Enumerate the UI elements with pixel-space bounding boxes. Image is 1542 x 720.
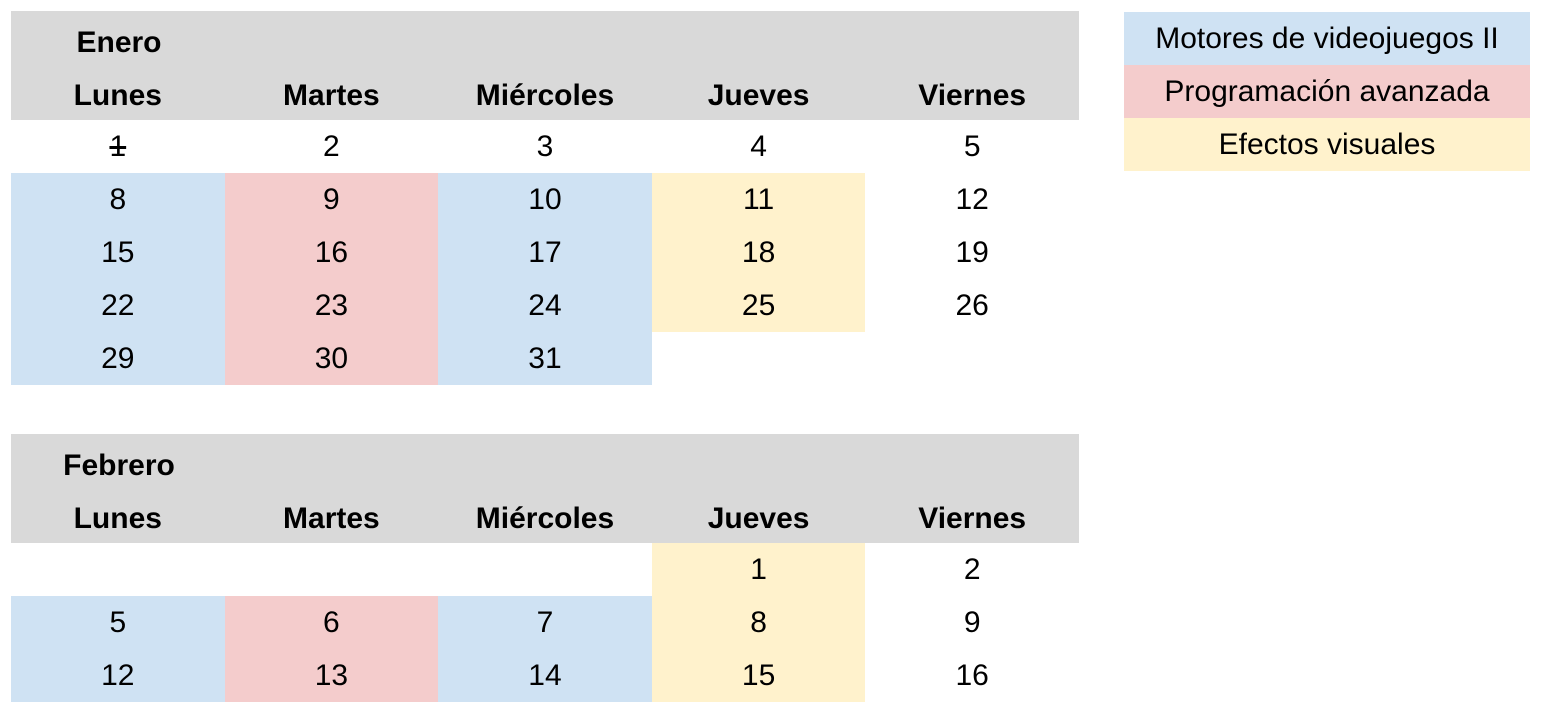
day-cell: 1 xyxy=(651,543,866,596)
weekday-tuesday: Martes xyxy=(283,79,380,112)
day-cell: 9 xyxy=(963,606,981,639)
weekday-wednesday: Miércoles xyxy=(475,502,615,535)
legend-item-efectos: Efectos visuales xyxy=(1124,118,1530,171)
day-cell xyxy=(652,332,866,385)
day-cell: 14 xyxy=(438,649,652,702)
week-row: 22 23 24 25 26 xyxy=(11,279,1079,332)
day-cell: 8 xyxy=(11,173,225,226)
day-cell: 15 xyxy=(11,226,225,279)
weekday-thursday: Jueves xyxy=(707,502,810,535)
day-cell: 10 xyxy=(438,173,652,226)
day-cell xyxy=(865,332,1079,385)
weekday-header-row: Lunes Martes Miércoles Jueves Viernes xyxy=(11,74,1079,118)
day-cell: 23 xyxy=(224,279,439,332)
day-cell: 25 xyxy=(651,279,866,332)
day-cell: 31 xyxy=(438,332,652,385)
weekday-tuesday: Martes xyxy=(283,502,380,535)
weekday-friday: Viernes xyxy=(918,502,1027,535)
calendar-january: Enero Lunes Martes Miércoles Jueves Vier… xyxy=(11,11,1079,385)
day-cell: 26 xyxy=(955,289,989,322)
weekday-header-row: Lunes Martes Miércoles Jueves Viernes xyxy=(11,497,1079,541)
day-cell: 11 xyxy=(651,173,866,226)
subject-legend: Motores de videojuegos II Programación a… xyxy=(1124,12,1530,171)
week-row: 1 2 xyxy=(11,543,1079,596)
day-cell: 15 xyxy=(651,649,866,702)
weekday-thursday: Jueves xyxy=(707,79,810,112)
day-cell: 5 xyxy=(11,596,225,649)
week-row: 12 13 14 15 16 xyxy=(11,649,1079,702)
week-row: 5 6 7 8 9 xyxy=(11,596,1079,649)
day-cell: 16 xyxy=(224,226,439,279)
day-cell: 12 xyxy=(11,649,225,702)
day-cell xyxy=(438,543,652,596)
day-cell: 8 xyxy=(651,596,866,649)
legend-item-motores: Motores de videojuegos II xyxy=(1124,12,1530,65)
day-cell: 22 xyxy=(11,279,225,332)
day-cell: 4 xyxy=(750,130,767,163)
day-cell: 17 xyxy=(438,226,652,279)
legend-item-programacion: Programación avanzada xyxy=(1124,65,1530,118)
day-cell: 3 xyxy=(536,130,554,163)
day-cell: 19 xyxy=(955,236,989,269)
day-cell: 24 xyxy=(438,279,652,332)
day-cell: 9 xyxy=(224,173,439,226)
calendar-february: Febrero Lunes Martes Miércoles Jueves Vi… xyxy=(11,434,1079,702)
month-title: Febrero xyxy=(63,449,175,482)
week-row: 15 16 17 18 19 xyxy=(11,226,1079,279)
day-cell: 29 xyxy=(11,332,225,385)
day-cell xyxy=(11,543,225,596)
week-row: 1 2 3 4 5 xyxy=(11,120,1079,173)
week-row: 29 30 31 xyxy=(11,332,1079,385)
day-cell: 16 xyxy=(955,659,989,692)
day-cell: 7 xyxy=(438,596,652,649)
day-cell: 1 xyxy=(109,130,127,163)
day-cell: 18 xyxy=(651,226,866,279)
day-cell xyxy=(225,543,439,596)
day-cell: 30 xyxy=(224,332,439,385)
weekday-wednesday: Miércoles xyxy=(475,79,615,112)
week-row: 8 9 10 11 12 xyxy=(11,173,1079,226)
day-cell: 12 xyxy=(955,183,989,216)
day-cell: 5 xyxy=(963,130,981,163)
weekday-monday: Lunes xyxy=(73,79,162,112)
day-cell: 2 xyxy=(963,553,981,586)
month-title: Enero xyxy=(76,26,162,59)
calendar-header: Enero Lunes Martes Miércoles Jueves Vier… xyxy=(11,11,1079,120)
weekday-friday: Viernes xyxy=(918,79,1027,112)
day-cell: 6 xyxy=(224,596,439,649)
calendar-header: Febrero Lunes Martes Miércoles Jueves Vi… xyxy=(11,434,1079,543)
day-cell: 2 xyxy=(323,130,340,163)
day-cell: 13 xyxy=(224,649,439,702)
weekday-monday: Lunes xyxy=(73,502,162,535)
